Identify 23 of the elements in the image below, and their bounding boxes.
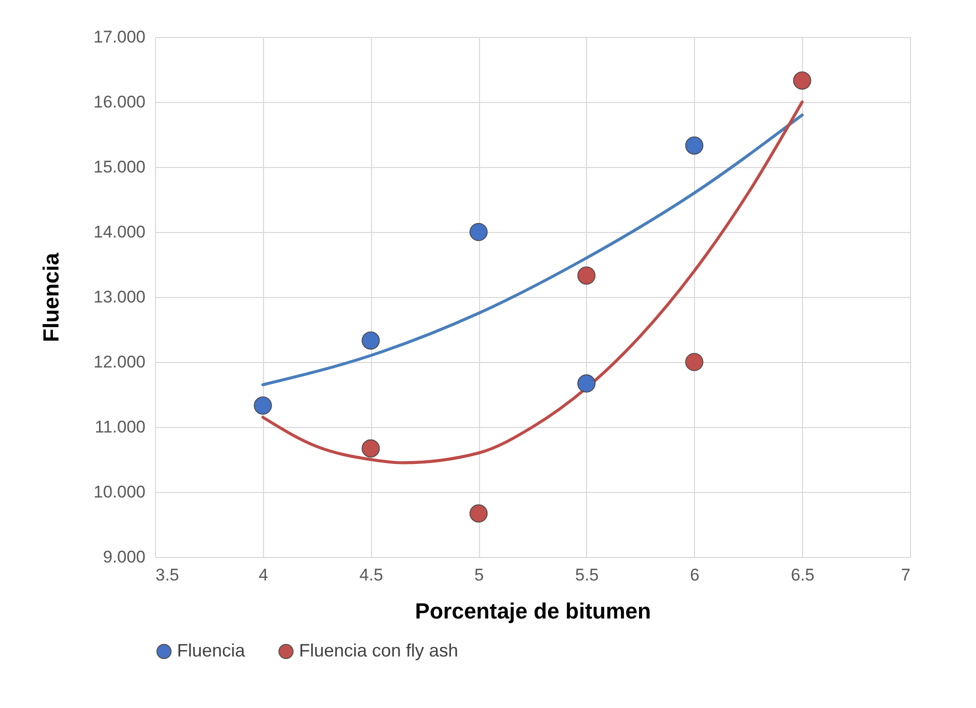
- x-tick-label: 6: [690, 566, 700, 584]
- y-tick-label: 15.000: [94, 158, 146, 176]
- x-tick-label: 6.5: [790, 566, 814, 584]
- y-tick-label: 17.000: [94, 28, 146, 46]
- y-tick-label: 9.000: [102, 548, 146, 566]
- y-tick-label: 14.000: [94, 222, 146, 242]
- x-tick-label: 4: [258, 566, 268, 584]
- x-axis-title: Porcentaje de bitumen: [415, 598, 651, 624]
- y-axis-title: Fluencia: [38, 252, 64, 342]
- x-tick-label: 5: [474, 566, 484, 584]
- x-tick-label: 3.5: [156, 566, 180, 584]
- legend-label: Fluencia con fly ash: [299, 640, 458, 660]
- y-tick-label: 16.000: [94, 92, 146, 112]
- x-tick-label: 4.5: [359, 566, 384, 584]
- line-series: [261, 100, 804, 464]
- line-series: [261, 114, 804, 386]
- legend-label: Fluencia: [177, 640, 246, 660]
- y-tick-label: 10.000: [94, 482, 146, 502]
- y-tick-label: 11.000: [94, 418, 146, 436]
- y-tick-label: 12.000: [94, 352, 146, 372]
- x-tick-label: 5.5: [575, 566, 599, 584]
- x-tick-label: 7: [901, 566, 910, 584]
- y-tick-label: 13.000: [94, 288, 146, 306]
